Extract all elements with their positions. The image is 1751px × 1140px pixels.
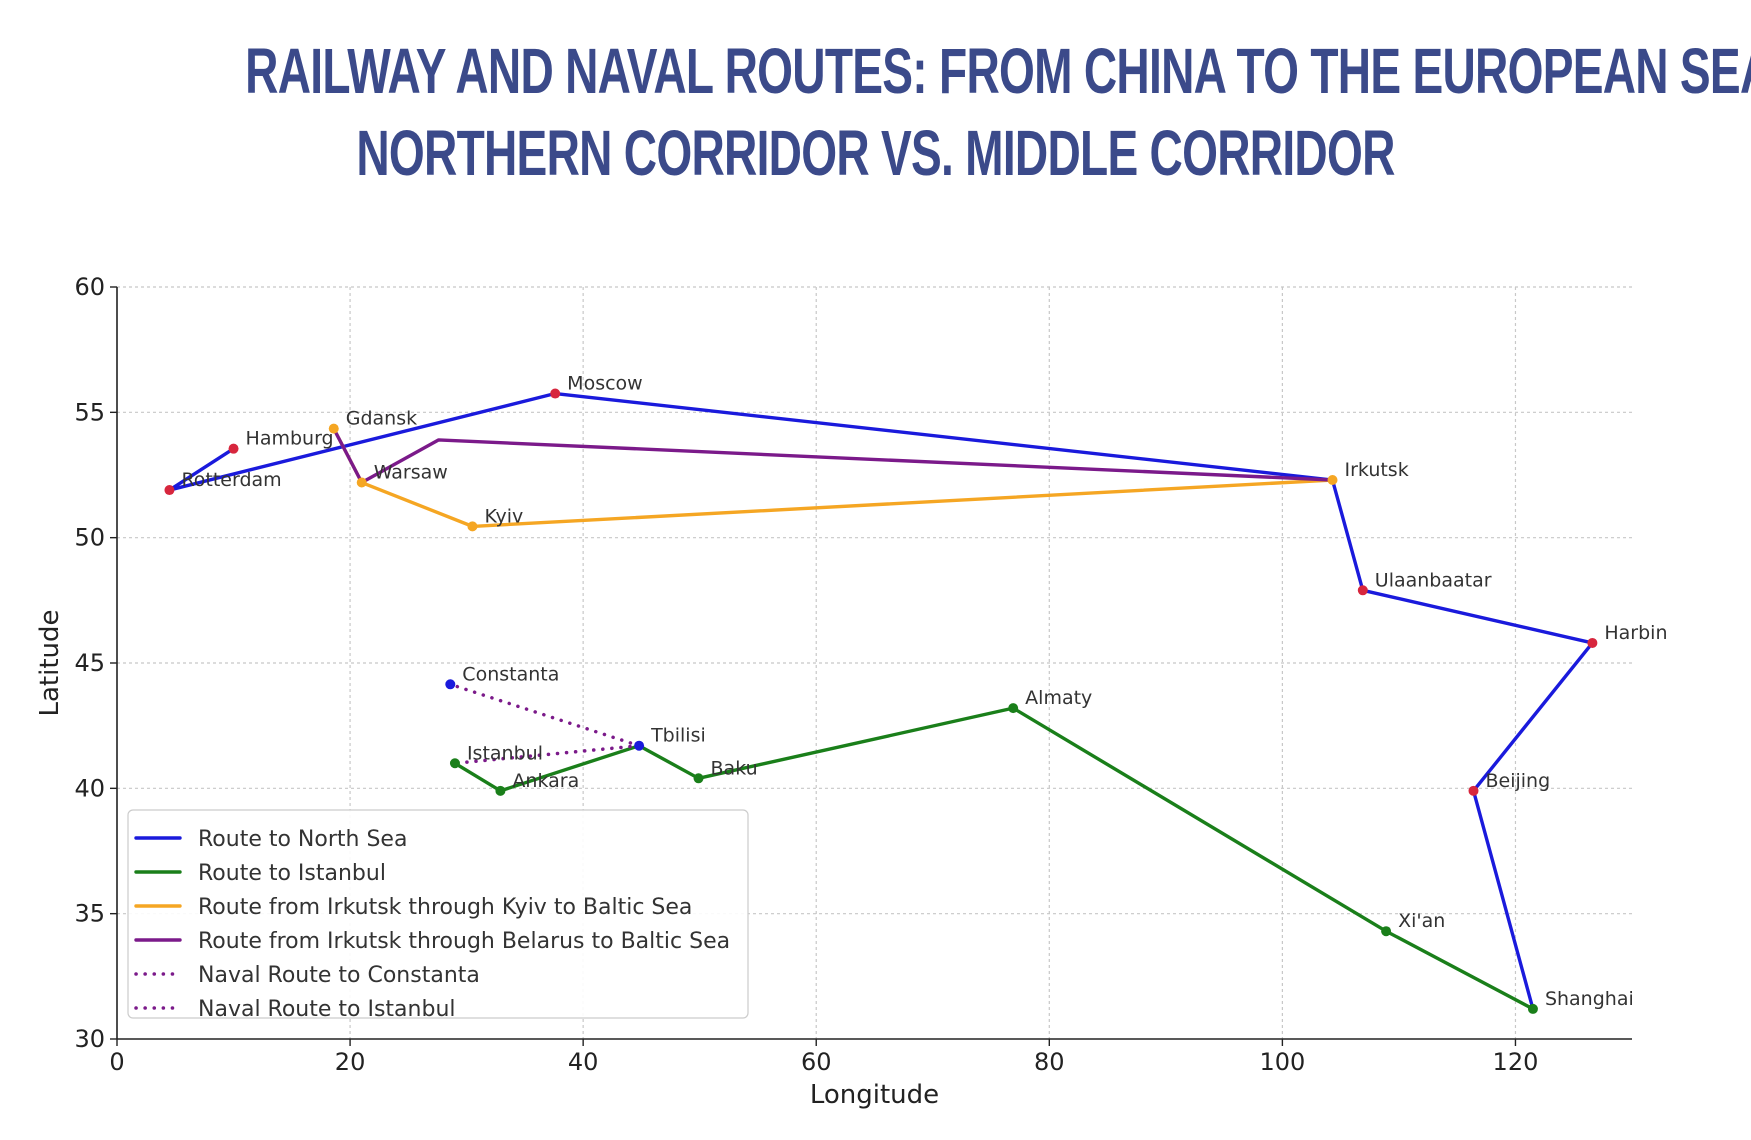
city-marker <box>1468 785 1479 796</box>
legend-label: Naval Route to Constanta <box>198 963 480 988</box>
city-label: Gdansk <box>346 408 417 430</box>
city-marker <box>445 679 456 690</box>
legend-box <box>127 809 749 1019</box>
y-tick-label: 55 <box>74 398 105 426</box>
city-label: Tbilisi <box>650 725 706 747</box>
series-line-6 <box>453 743 641 766</box>
chart-title: Railway and Naval Routes: From China to … <box>0 30 1751 194</box>
series-line-4 <box>332 426 1335 485</box>
city-marker <box>356 477 367 488</box>
city-label: Harbin <box>1604 622 1667 644</box>
y-tick-label: 60 <box>74 273 105 301</box>
city-marker <box>228 443 239 454</box>
city-label: Kyiv <box>484 505 523 527</box>
city-marker <box>634 740 645 751</box>
x-tick-label: 60 <box>801 1048 832 1076</box>
city-marker <box>1008 703 1019 714</box>
legend-label: Route from Irkutsk through Belarus to Ba… <box>198 929 730 954</box>
x-tick-label: 100 <box>1259 1048 1305 1076</box>
city-marker <box>550 388 561 399</box>
series-line-1 <box>167 391 1595 1011</box>
y-tick-label: 45 <box>74 649 105 677</box>
y-tick-label: 50 <box>74 524 105 552</box>
legend-label: Route to North Sea <box>198 827 407 852</box>
x-tick-label: 80 <box>1034 1048 1065 1076</box>
city-label: Istanbul <box>467 742 543 764</box>
city-label: Hamburg <box>246 428 334 450</box>
legend-label: Naval Route to Istanbul <box>198 997 456 1022</box>
city-marker <box>495 785 506 796</box>
x-axis-label: Longitude <box>810 1080 939 1110</box>
city-marker <box>693 773 704 784</box>
legend-label: Route to Istanbul <box>198 861 386 886</box>
city-labels: Moscow Gdansk Hamburg Rotterdam Warsaw Kyiv Ir… <box>181 373 1667 1010</box>
city-marker <box>1327 475 1338 486</box>
city-label: Baku <box>711 757 758 779</box>
y-tick-label: 35 <box>74 900 105 928</box>
x-tick-label: 120 <box>1493 1048 1539 1076</box>
y-axis-label: Latitude <box>35 609 65 716</box>
city-marker <box>449 758 460 769</box>
city-label: Irkutsk <box>1344 459 1408 481</box>
city-label: Rotterdam <box>181 469 281 491</box>
city-label: Moscow <box>567 373 643 395</box>
city-label: Constanta <box>462 663 559 685</box>
city-label: Almaty <box>1025 687 1092 709</box>
y-tick-label: 30 <box>74 1025 105 1053</box>
x-tick-label: 20 <box>335 1048 366 1076</box>
legend: Route to North Sea Route to Istanbul Route… <box>127 809 749 1022</box>
series-line-5 <box>448 682 641 748</box>
x-tick-label: 0 <box>109 1048 124 1076</box>
city-marker <box>1587 637 1598 648</box>
city-marker <box>467 521 478 532</box>
city-marker <box>1357 585 1368 596</box>
city-marker <box>1527 1003 1538 1014</box>
city-label: Xi'an <box>1398 910 1445 932</box>
chart-title-line-1: Railway and Naval Routes: From China to … <box>245 35 1751 107</box>
city-label: Ankara <box>512 770 579 792</box>
city-markers <box>164 388 1598 1014</box>
city-marker <box>328 423 339 434</box>
city-marker <box>1381 926 1392 937</box>
legend-label: Route from Irkutsk through Kyiv to Balti… <box>198 895 692 920</box>
city-label: Beijing <box>1486 770 1551 792</box>
x-tick-label: 40 <box>568 1048 599 1076</box>
chart-title-line-2: Northern Corridor vs. Middle Corridor <box>356 117 1395 189</box>
axes: 0 20 40 60 80 100 120 30 35 40 45 50 55 60 Longitude La… <box>35 273 1632 1110</box>
city-marker <box>164 485 175 496</box>
city-label: Ulaanbaatar <box>1375 569 1492 591</box>
city-label: Warsaw <box>374 462 448 484</box>
city-label: Shanghai <box>1545 988 1634 1010</box>
y-tick-label: 40 <box>74 774 105 802</box>
